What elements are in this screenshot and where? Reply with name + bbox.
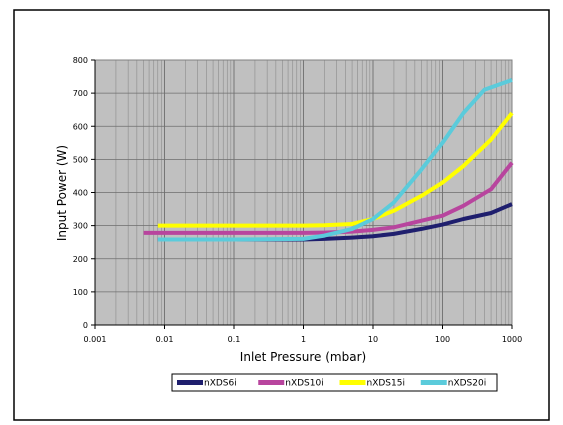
x-tick-label: 1000	[502, 335, 522, 344]
y-tick-label: 300	[73, 222, 88, 231]
y-axis-ticks: 0 100 200 300 400 500 600 700 800	[73, 56, 95, 330]
y-tick-label: 800	[73, 56, 88, 65]
x-axis-title: Inlet Pressure (mbar)	[240, 350, 366, 364]
y-tick-label: 400	[73, 189, 88, 198]
series-line-nXDS15i	[157, 111, 514, 228]
y-tick-label: 700	[73, 89, 88, 98]
x-tick-label: 100	[435, 335, 450, 344]
legend-label-nXDS6i: nXDS6i	[204, 379, 237, 389]
x-tick-label: 0.1	[228, 335, 241, 344]
y-tick-label: 0	[83, 321, 88, 330]
x-tick-label: 0.01	[156, 335, 174, 344]
y-tick-label: 600	[73, 122, 88, 131]
y-tick-label: 200	[73, 255, 88, 264]
x-tick-label: 0.001	[84, 335, 107, 344]
series-line-nXDS10i	[143, 161, 514, 235]
plot-area	[94, 59, 514, 326]
legend-box	[171, 373, 498, 392]
legend-label-nXDS20i: nXDS20i	[448, 379, 486, 389]
legend: nXDS6i nXDS10i nXDS15i nXDS20i	[171, 373, 498, 392]
y-axis-title: Input Power (W)	[55, 145, 69, 241]
x-tick-label: 1	[301, 335, 306, 344]
y-tick-label: 500	[73, 155, 88, 164]
x-axis-ticks: 0.001 0.01 0.1 1 10 100 1000	[84, 325, 522, 344]
y-tick-label: 100	[73, 288, 88, 297]
legend-label-nXDS15i: nXDS15i	[367, 379, 405, 389]
legend-label-nXDS10i: nXDS10i	[285, 379, 323, 389]
x-tick-label: 10	[368, 335, 378, 344]
series-line-nXDS20i	[157, 78, 513, 242]
